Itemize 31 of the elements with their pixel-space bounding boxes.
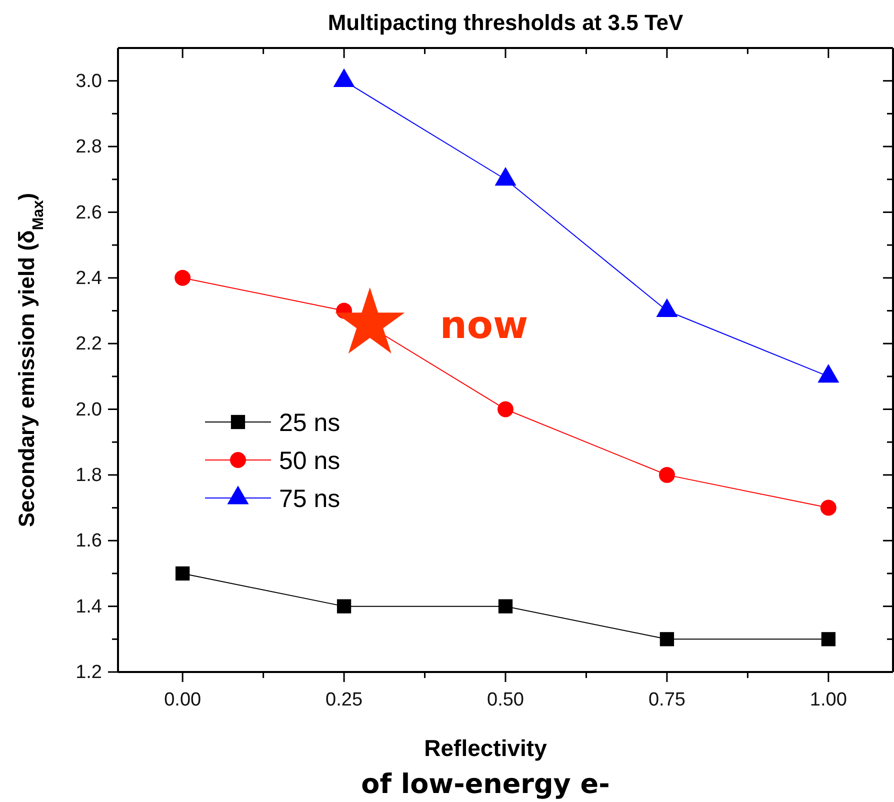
x-tick-label: 0.50 [487,690,524,711]
y-tick-label: 2.2 [76,334,102,355]
y-tick-label: 2.0 [76,399,102,420]
point [333,68,355,88]
y-tick-label: 2.4 [76,268,102,289]
point [660,632,674,646]
legend-label: 75 ns [279,485,340,513]
y-tick-label: 3.0 [76,70,102,92]
point [494,166,516,186]
point [498,599,513,614]
y-tick-label: 1.4 [76,596,102,618]
point [820,500,836,516]
point [658,466,675,483]
x-tick-label: 0.25 [326,690,363,711]
legend-label: 50 ns [279,447,340,475]
annotation: now [440,302,528,347]
y-tick-label: 1.6 [76,530,102,552]
point [821,632,836,646]
point [176,566,190,581]
x-tick-label: 1.00 [810,690,847,711]
x-axis-title: Reflectivity of low-energy e- [361,735,610,800]
y-tick-label: 2.6 [76,202,102,224]
y-tick-label: 2.8 [76,136,102,158]
point [336,599,352,614]
chart-title: Multipacting thresholds at 3.5 TeV [328,10,684,35]
y-tick-label: 1.2 [76,662,102,684]
y-tick-label: 1.8 [76,465,102,486]
x-tick-label: 0.00 [164,690,202,711]
legend-label: 25 ns [279,409,340,437]
x-tick-label: 0.75 [648,690,686,711]
point [498,401,514,418]
